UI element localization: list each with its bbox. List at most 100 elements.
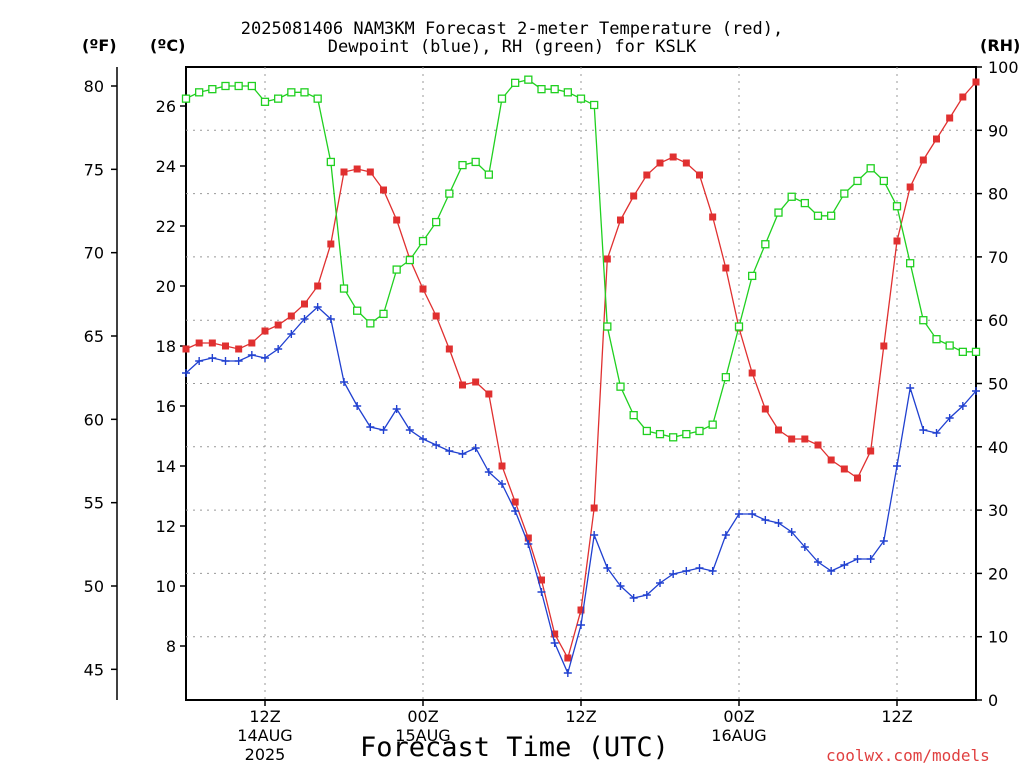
- celsius-tick-label: 8: [166, 637, 176, 656]
- rh-tick-label: 60: [988, 311, 1008, 330]
- credit-link[interactable]: coolwx.com/models: [826, 746, 990, 765]
- rh-point: [879, 176, 888, 186]
- rh-point: [405, 255, 414, 265]
- x-tick-label-time: 12Z: [881, 707, 912, 726]
- dewpoint-point: [392, 405, 401, 413]
- x-tick-label-date: 16AUG: [711, 726, 766, 745]
- dewpoint-point: [629, 594, 638, 602]
- dewpoint-point: [405, 426, 414, 434]
- dewpoint-point: [761, 516, 770, 524]
- fahrenheit-tick-label: 80: [84, 77, 104, 96]
- rh-point: [484, 170, 493, 179]
- temperature-point: [261, 327, 269, 335]
- rh-point: [695, 426, 704, 436]
- temperature-point: [643, 171, 651, 179]
- dewpoint-point: [945, 414, 954, 422]
- dewpoint-point: [932, 429, 941, 437]
- rh-point: [932, 335, 941, 344]
- celsius-unit-label: (ºC): [150, 36, 186, 55]
- temperature-point: [590, 504, 598, 512]
- dewpoint-point: [563, 669, 572, 677]
- dewpoint-point: [379, 426, 388, 434]
- rh-point: [221, 81, 230, 91]
- dewpoint-point: [814, 558, 822, 566]
- rh-point: [827, 211, 836, 220]
- rh-point: [458, 160, 467, 170]
- chart-title-line2: Dewpoint (blue), RH (green) for KSLK: [327, 37, 697, 57]
- temperature-point: [933, 135, 940, 143]
- dewpoint-point: [550, 639, 559, 647]
- rh-point: [853, 176, 862, 186]
- temperature-point: [867, 447, 875, 455]
- rh-point: [379, 309, 388, 319]
- rh-point: [260, 97, 270, 106]
- dewpoint-point: [221, 357, 230, 365]
- rh-point: [800, 198, 809, 208]
- celsius-tick-label: 20: [156, 277, 176, 296]
- temperature-point: [669, 153, 677, 161]
- fahrenheit-unit-label: (ºF): [82, 36, 117, 55]
- dewpoint-point: [958, 402, 967, 410]
- dewpoint-point: [195, 357, 204, 365]
- x-tick-label-year: 2025: [245, 745, 286, 764]
- dewpoint-point: [616, 582, 625, 590]
- rh-point: [326, 157, 335, 167]
- rh-point: [945, 341, 954, 350]
- rh-point: [550, 85, 559, 94]
- rh-tick-label: 40: [988, 438, 1008, 457]
- temperature-point: [603, 255, 611, 263]
- x-tick-label-date: 15AUG: [395, 726, 450, 745]
- temperature-point: [840, 465, 848, 473]
- temperature-point: [472, 378, 480, 386]
- celsius-tick-label: 26: [156, 97, 176, 116]
- rh-point: [300, 88, 309, 97]
- dewpoint-point: [695, 564, 704, 572]
- dewpoint-point: [326, 315, 335, 323]
- dewpoint-point: [800, 543, 809, 551]
- rh-tick-label: 100: [988, 58, 1019, 77]
- temperature-point: [327, 240, 335, 248]
- rh-point: [366, 319, 375, 328]
- dewpoint-point: [366, 423, 375, 431]
- rh-point: [813, 211, 823, 220]
- temperature-point: [208, 339, 216, 347]
- dewpoint-point: [708, 567, 717, 575]
- dewpoint-point: [787, 528, 796, 536]
- celsius-tick-label: 16: [156, 397, 176, 416]
- temperature-point: [748, 369, 756, 377]
- rh-point: [603, 322, 612, 331]
- rh-point: [840, 189, 849, 198]
- celsius-tick-label: 10: [156, 577, 176, 596]
- fahrenheit-tick-label: 65: [84, 327, 104, 346]
- dewpoint-point: [603, 564, 612, 572]
- temperature-point: [235, 345, 243, 353]
- rh-point: [655, 429, 665, 439]
- celsius-tick-label: 22: [156, 217, 176, 236]
- temperature-point: [761, 405, 769, 413]
- temperature-point: [893, 237, 901, 245]
- temperature-point: [432, 312, 440, 320]
- dewpoint-point: [682, 567, 691, 575]
- temperature-point: [577, 606, 585, 614]
- temperature-point: [814, 441, 822, 449]
- temperature-point: [524, 534, 532, 542]
- rh-point: [576, 94, 586, 103]
- x-tick-label-date: 14AUG: [237, 726, 292, 745]
- dewpoint-point: [484, 468, 493, 476]
- fahrenheit-tick-label: 70: [84, 244, 104, 263]
- rh-tick-label: 50: [988, 375, 1008, 394]
- temperature-point: [274, 321, 282, 329]
- rh-point: [892, 202, 902, 211]
- fahrenheit-tick-label: 55: [84, 494, 104, 513]
- fahrenheit-tick-label: 50: [84, 577, 104, 596]
- rh-point: [642, 426, 651, 436]
- dewpoint-point: [182, 369, 190, 377]
- rh-point: [181, 94, 191, 103]
- temperature-point: [380, 186, 387, 194]
- temperature-point: [195, 339, 203, 347]
- rh-point: [234, 81, 243, 91]
- temperature-point: [551, 630, 559, 638]
- temperature-point: [393, 216, 401, 224]
- temperature-point: [445, 345, 453, 353]
- dewpoint-point: [208, 354, 217, 362]
